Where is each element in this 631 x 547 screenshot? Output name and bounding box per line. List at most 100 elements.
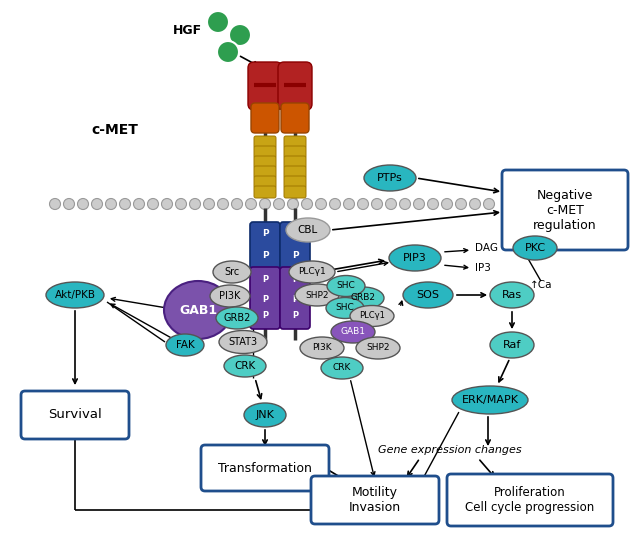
Text: P: P bbox=[292, 252, 298, 260]
FancyBboxPatch shape bbox=[284, 186, 306, 198]
Text: Raf: Raf bbox=[503, 340, 521, 350]
Circle shape bbox=[456, 199, 466, 210]
FancyBboxPatch shape bbox=[284, 146, 306, 158]
Ellipse shape bbox=[300, 337, 344, 359]
FancyBboxPatch shape bbox=[311, 476, 439, 524]
Text: PI3K: PI3K bbox=[312, 344, 332, 352]
Ellipse shape bbox=[289, 261, 335, 283]
Ellipse shape bbox=[286, 218, 330, 242]
Ellipse shape bbox=[326, 298, 364, 318]
Text: GAB1: GAB1 bbox=[179, 304, 217, 317]
Ellipse shape bbox=[452, 386, 528, 414]
Ellipse shape bbox=[164, 281, 232, 339]
FancyBboxPatch shape bbox=[250, 222, 280, 272]
Text: SHP2: SHP2 bbox=[305, 290, 329, 300]
Circle shape bbox=[91, 199, 102, 210]
Text: HGF: HGF bbox=[172, 24, 201, 37]
Ellipse shape bbox=[46, 282, 104, 308]
Text: CBL: CBL bbox=[298, 225, 318, 235]
FancyBboxPatch shape bbox=[284, 136, 306, 148]
FancyBboxPatch shape bbox=[201, 445, 329, 491]
Ellipse shape bbox=[331, 321, 375, 343]
Circle shape bbox=[259, 199, 271, 210]
Circle shape bbox=[64, 199, 74, 210]
Ellipse shape bbox=[210, 285, 250, 307]
FancyBboxPatch shape bbox=[254, 176, 276, 188]
Ellipse shape bbox=[216, 307, 258, 329]
Text: P: P bbox=[292, 230, 298, 238]
FancyBboxPatch shape bbox=[281, 103, 309, 133]
Text: PLCγ1: PLCγ1 bbox=[359, 311, 385, 321]
Text: PTPs: PTPs bbox=[377, 173, 403, 183]
Text: STAT3: STAT3 bbox=[228, 337, 257, 347]
Circle shape bbox=[288, 199, 298, 210]
FancyBboxPatch shape bbox=[254, 136, 276, 148]
Circle shape bbox=[134, 199, 144, 210]
Text: Proliferation
Cell cycle progression: Proliferation Cell cycle progression bbox=[466, 486, 594, 514]
Ellipse shape bbox=[490, 332, 534, 358]
Text: P: P bbox=[292, 295, 298, 305]
Text: PI3K: PI3K bbox=[220, 291, 240, 301]
Ellipse shape bbox=[513, 236, 557, 260]
Text: SOS: SOS bbox=[416, 290, 440, 300]
Text: Negative
c-MET
regulation: Negative c-MET regulation bbox=[533, 189, 597, 231]
Text: IP3: IP3 bbox=[475, 263, 491, 273]
FancyBboxPatch shape bbox=[447, 474, 613, 526]
Text: PIP3: PIP3 bbox=[403, 253, 427, 263]
FancyBboxPatch shape bbox=[254, 186, 276, 198]
Text: GRB2: GRB2 bbox=[223, 313, 251, 323]
Circle shape bbox=[427, 199, 439, 210]
Circle shape bbox=[148, 199, 158, 210]
Text: P: P bbox=[262, 295, 268, 305]
FancyBboxPatch shape bbox=[280, 267, 310, 329]
Circle shape bbox=[372, 199, 382, 210]
Text: FAK: FAK bbox=[175, 340, 194, 350]
Text: Gene expression changes: Gene expression changes bbox=[378, 445, 522, 455]
Text: ↑Ca: ↑Ca bbox=[530, 280, 553, 290]
Ellipse shape bbox=[321, 357, 363, 379]
Circle shape bbox=[413, 199, 425, 210]
Text: c-MET: c-MET bbox=[91, 123, 138, 137]
Text: CRK: CRK bbox=[234, 361, 256, 371]
FancyBboxPatch shape bbox=[254, 156, 276, 168]
Circle shape bbox=[229, 24, 251, 46]
FancyBboxPatch shape bbox=[284, 176, 306, 188]
Text: Motility
Invasion: Motility Invasion bbox=[349, 486, 401, 514]
Ellipse shape bbox=[342, 287, 384, 309]
Circle shape bbox=[386, 199, 396, 210]
Circle shape bbox=[358, 199, 369, 210]
Ellipse shape bbox=[356, 337, 400, 359]
Ellipse shape bbox=[166, 334, 204, 356]
Circle shape bbox=[232, 199, 242, 210]
FancyBboxPatch shape bbox=[250, 267, 280, 329]
Circle shape bbox=[316, 199, 326, 210]
Circle shape bbox=[218, 199, 228, 210]
Ellipse shape bbox=[490, 282, 534, 308]
FancyBboxPatch shape bbox=[502, 170, 628, 250]
Circle shape bbox=[217, 41, 239, 63]
Circle shape bbox=[78, 199, 88, 210]
Circle shape bbox=[442, 199, 452, 210]
Text: PLCγ1: PLCγ1 bbox=[298, 267, 326, 276]
Circle shape bbox=[189, 199, 201, 210]
FancyBboxPatch shape bbox=[251, 103, 279, 133]
Text: DAG: DAG bbox=[475, 243, 498, 253]
Text: Survival: Survival bbox=[48, 409, 102, 422]
Ellipse shape bbox=[224, 355, 266, 377]
Text: CRK: CRK bbox=[333, 364, 351, 373]
Text: P: P bbox=[262, 252, 268, 260]
Circle shape bbox=[207, 11, 229, 33]
Circle shape bbox=[343, 199, 355, 210]
Text: P: P bbox=[292, 311, 298, 321]
Ellipse shape bbox=[219, 330, 267, 353]
FancyBboxPatch shape bbox=[278, 62, 312, 110]
Text: P: P bbox=[262, 230, 268, 238]
Circle shape bbox=[119, 199, 131, 210]
Ellipse shape bbox=[295, 284, 339, 306]
Ellipse shape bbox=[327, 276, 365, 296]
Text: SHC: SHC bbox=[336, 304, 355, 312]
Circle shape bbox=[175, 199, 187, 210]
Circle shape bbox=[204, 199, 215, 210]
Text: GRB2: GRB2 bbox=[350, 294, 375, 302]
Ellipse shape bbox=[389, 245, 441, 271]
